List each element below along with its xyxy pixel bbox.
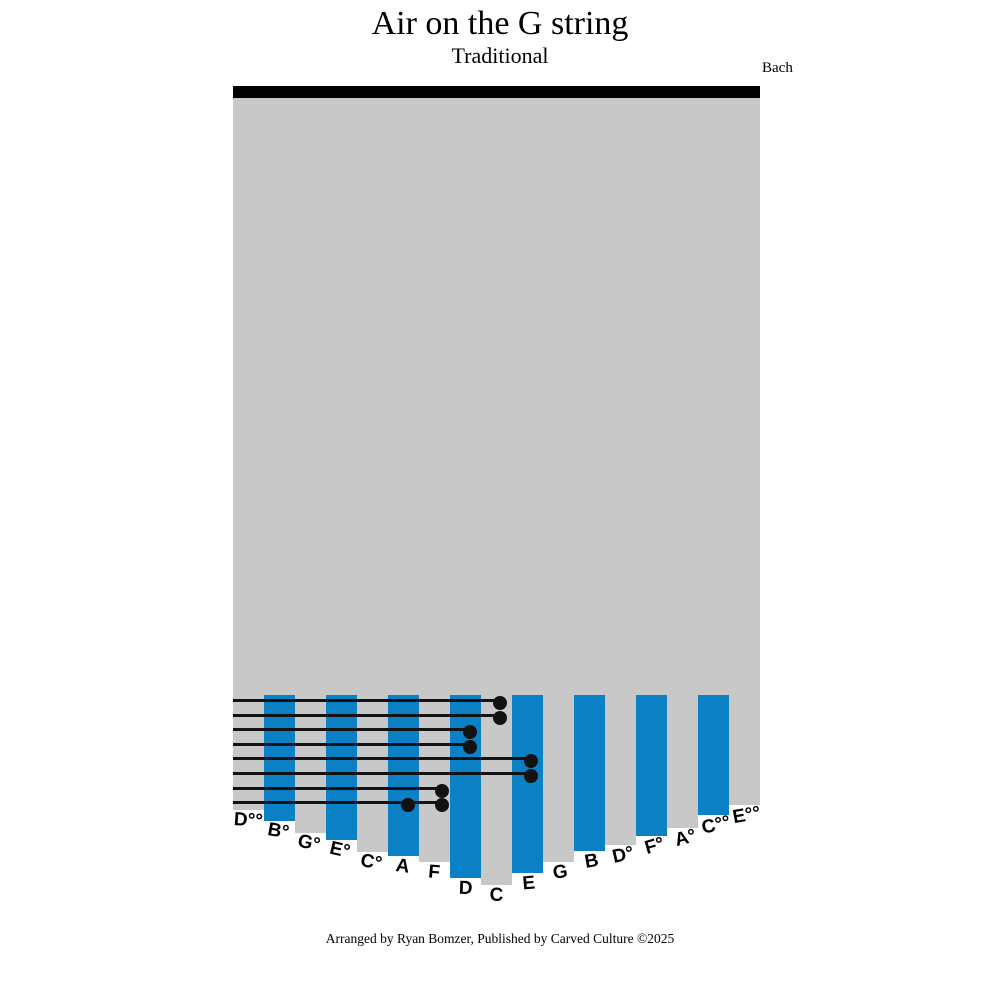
tine-F xyxy=(419,695,450,862)
tine-D xyxy=(450,695,481,878)
tine-label-E: E xyxy=(521,872,536,895)
string-line-5 xyxy=(233,757,531,760)
tine-label-D: D xyxy=(457,877,473,900)
string-line-2 xyxy=(233,714,500,717)
tine-label-Coo: C°° xyxy=(699,811,733,839)
tine-label-A: A xyxy=(393,855,411,878)
tine-Coo xyxy=(698,695,729,815)
song-subtitle: Traditional xyxy=(451,43,549,68)
note-dot xyxy=(524,769,538,783)
credits-footer: Arranged by Ryan Bomzer, Published by Ca… xyxy=(325,931,675,946)
string-line-8 xyxy=(233,801,442,804)
song-title: Air on the G string xyxy=(371,5,629,42)
string-line-4 xyxy=(233,743,470,746)
string-line-1 xyxy=(233,699,500,702)
tine-B xyxy=(574,695,605,851)
composer-name: Bach xyxy=(762,60,793,76)
note-dot xyxy=(435,798,449,812)
note-dot xyxy=(435,784,449,798)
note-dot xyxy=(524,754,538,768)
instrument-top-bar xyxy=(233,86,760,98)
tine-Ao xyxy=(667,695,698,828)
tine-label-F: F xyxy=(426,861,441,884)
note-dot xyxy=(463,725,477,739)
tine-C xyxy=(481,695,512,885)
tine-label-Eo: E° xyxy=(327,837,352,863)
tine-label-G: G xyxy=(551,860,569,884)
tine-Doo xyxy=(233,695,264,810)
tine-label-Co: C° xyxy=(358,849,384,875)
tine-label-Do: D° xyxy=(609,842,636,868)
string-line-7 xyxy=(233,787,442,790)
tine-Eoo xyxy=(729,695,760,805)
tine-Go xyxy=(295,695,326,833)
instrument-body xyxy=(233,98,760,695)
tine-label-B: B xyxy=(582,849,600,873)
note-dot xyxy=(493,711,507,725)
tine-A xyxy=(388,695,419,856)
string-line-6 xyxy=(233,772,531,775)
tine-label-Doo: D°° xyxy=(232,808,263,832)
tine-E xyxy=(512,695,543,873)
tine-label-Bo: B° xyxy=(265,819,291,844)
note-dot xyxy=(401,798,415,812)
tine-label-C: C xyxy=(489,885,504,906)
tine-label-Fo: F° xyxy=(641,833,667,859)
note-dot xyxy=(493,696,507,710)
tine-label-Ao: A° xyxy=(671,825,698,852)
tine-label-Go: G° xyxy=(295,830,322,857)
tine-Fo xyxy=(636,695,667,836)
tine-Eo xyxy=(326,695,357,840)
string-line-3 xyxy=(233,728,470,731)
tine-Do xyxy=(605,695,636,845)
tine-label-Eoo: E°° xyxy=(730,802,762,829)
note-dot xyxy=(463,740,477,754)
tine-G xyxy=(543,695,574,862)
